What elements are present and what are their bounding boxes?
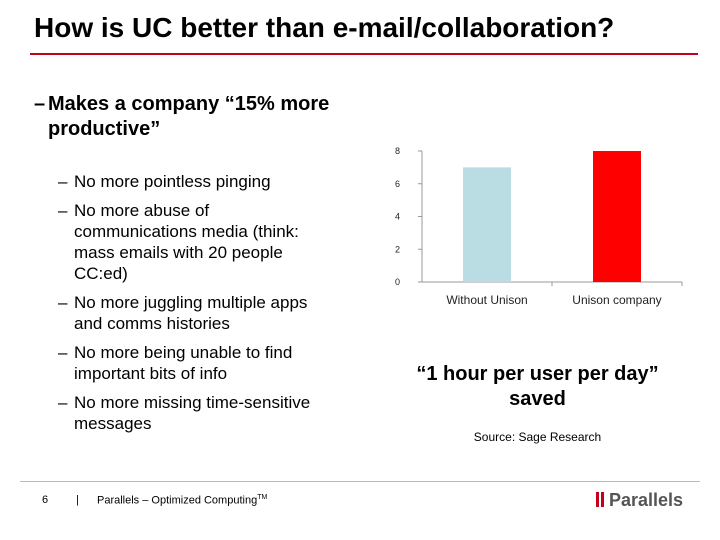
y-tick-label: 4 — [395, 212, 400, 222]
sub-bullet: – No more missing time-sensitive message… — [58, 392, 332, 434]
productivity-bar-chart: 0 2 4 6 8 Without Unison Unison company — [395, 146, 683, 307]
y-tick-label: 8 — [395, 146, 400, 156]
sub-bullet-dash: – — [58, 172, 68, 191]
bar — [463, 167, 511, 282]
sub-bullet-text: No more pointless pinging — [74, 172, 271, 191]
x-tick-label: Without Unison — [446, 293, 527, 307]
footer-tagline-text: Parallels – Optimized Computing — [97, 494, 258, 507]
bar — [593, 151, 641, 282]
sub-bullet-text: No more being unable to find important b… — [74, 343, 293, 383]
main-bullet: – Makes a company “15% more productive” — [34, 92, 364, 142]
sub-bullet-dash: – — [58, 201, 68, 220]
y-tick-label: 2 — [395, 244, 400, 254]
main-bullet-text: Makes a company “15% more productive” — [48, 93, 330, 140]
main-bullet-dash: – — [34, 93, 46, 115]
sub-bullet-dash: – — [58, 343, 68, 362]
y-tick-label: 0 — [395, 277, 400, 287]
x-tick-label: Unison company — [572, 293, 661, 307]
footer-divider — [20, 481, 700, 482]
sub-bullet: – No more being unable to find important… — [58, 342, 332, 384]
footer-tagline: Parallels – Optimized ComputingTM — [97, 494, 267, 507]
parallels-bars-icon — [596, 491, 606, 512]
page-number: 6 — [42, 494, 49, 506]
sub-bullet-text: No more missing time-sensitive messages — [74, 393, 311, 433]
sub-bullet-dash: – — [58, 393, 68, 412]
sub-bullet: – No more abuse of communications media … — [58, 200, 332, 284]
sub-bullet-dash: – — [58, 293, 68, 312]
title-underline — [30, 53, 698, 55]
sub-bullet: – No more pointless pinging — [58, 171, 332, 192]
sub-bullet-text: No more abuse of communications media (t… — [74, 201, 299, 283]
slide-title: How is UC better than e-mail/collaborati… — [34, 12, 615, 43]
sub-bullet-list: – No more pointless pinging – No more ab… — [58, 171, 332, 442]
sub-bullet: – No more juggling multiple apps and com… — [58, 292, 332, 334]
source-citation: Source: Sage Research — [473, 430, 602, 444]
quote-text: “1 hour per user per day” saved — [416, 363, 659, 410]
footer-separator: | — [76, 494, 79, 506]
y-tick-label: 6 — [395, 179, 400, 189]
trademark-mark: TM — [257, 494, 268, 501]
sub-bullet-text: No more juggling multiple apps and comms… — [74, 293, 308, 333]
logo-text: Parallels — [609, 490, 684, 510]
parallels-logo: Parallels — [596, 490, 683, 512]
